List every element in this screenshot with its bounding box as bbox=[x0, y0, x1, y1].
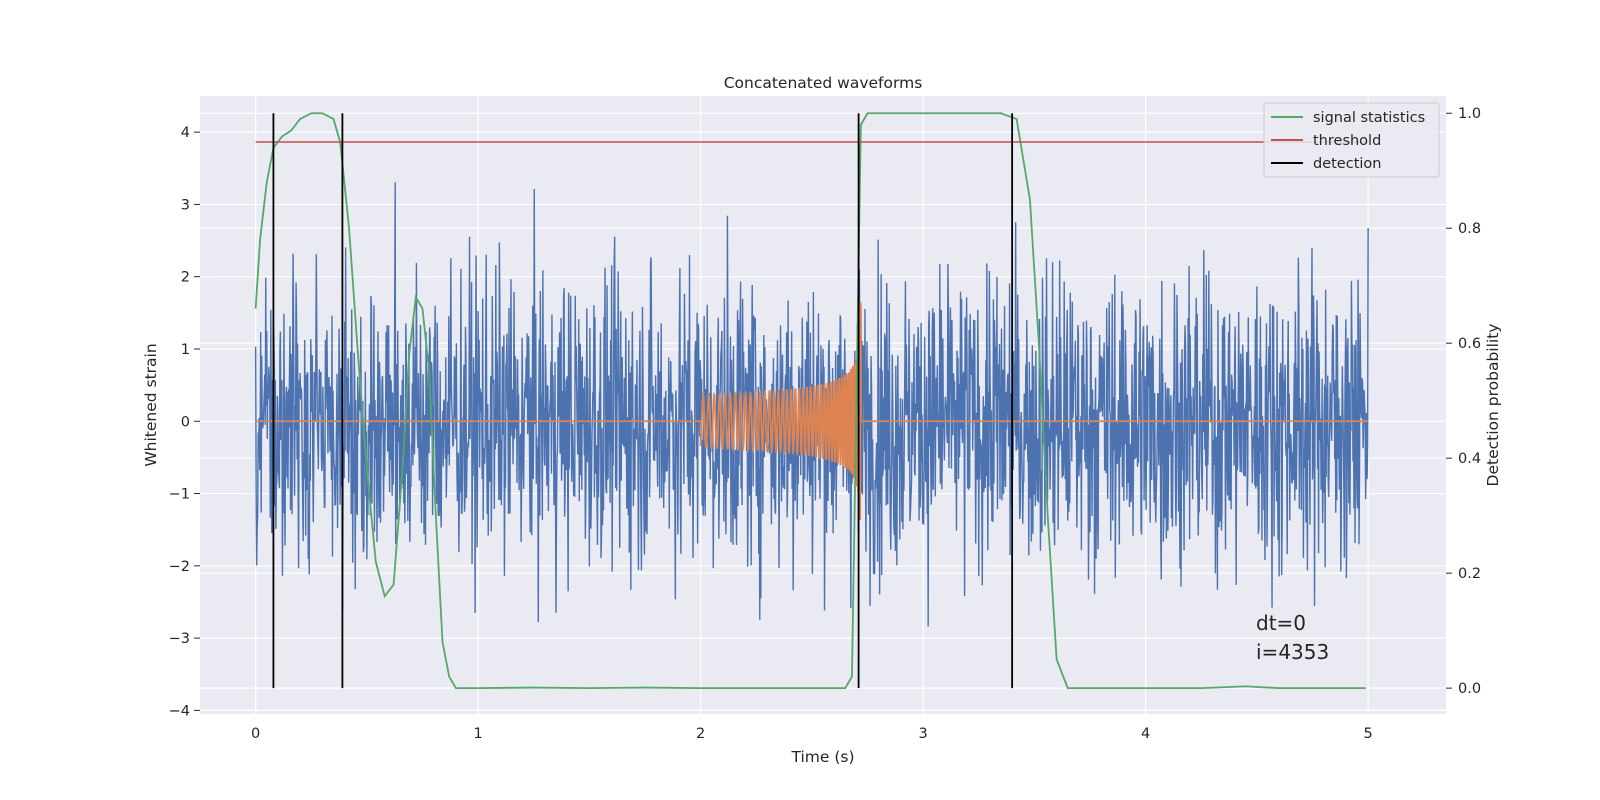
y-tick-label: 2 bbox=[181, 270, 190, 286]
chart-title: Concatenated waveforms bbox=[724, 74, 923, 92]
x-tick-label: 3 bbox=[919, 726, 928, 742]
y-tick-label: 3 bbox=[181, 197, 190, 213]
y-tick-label: 0 bbox=[181, 414, 190, 430]
y2-tick-label: 0.2 bbox=[1458, 566, 1481, 582]
legend: signal statistics threshold detection bbox=[1263, 102, 1440, 178]
x-axis-ticks: 0 1 2 3 4 5 bbox=[251, 726, 1373, 742]
y-tick-label: 4 bbox=[181, 125, 190, 141]
plot-area bbox=[254, 112, 1369, 690]
y2-tick-label: 0.4 bbox=[1458, 451, 1481, 467]
y2-axis-label: Detection probability bbox=[1484, 324, 1502, 487]
signal-statistics-line bbox=[254, 112, 1366, 690]
strain-line bbox=[254, 182, 1369, 627]
legend-frame bbox=[1263, 102, 1440, 178]
y-tick-label: −4 bbox=[169, 703, 190, 719]
annotation-dt: dt=0 bbox=[1256, 611, 1306, 635]
x-tick-label: 5 bbox=[1364, 726, 1373, 742]
y2-tick-label: 0.8 bbox=[1458, 221, 1481, 237]
y-tick-label: −3 bbox=[169, 631, 190, 647]
annotation-index: i=4353 bbox=[1256, 640, 1329, 664]
x-tick-label: 2 bbox=[696, 726, 705, 742]
legend-label-detection: detection bbox=[1313, 156, 1381, 172]
y-tick-label: −2 bbox=[169, 559, 190, 575]
y-axis-label: Whitened strain bbox=[142, 343, 160, 466]
y2-tick-label: 1.0 bbox=[1458, 106, 1481, 122]
y2-axis-ticks: 1.0 0.8 0.6 0.4 0.2 0.0 bbox=[1446, 106, 1481, 697]
legend-label-signal-statistics: signal statistics bbox=[1313, 110, 1425, 126]
x-axis-label: Time (s) bbox=[790, 748, 854, 766]
x-tick-label: 0 bbox=[251, 726, 260, 742]
y2-tick-label: 0.0 bbox=[1458, 681, 1481, 697]
y-tick-label: 1 bbox=[181, 342, 190, 358]
waveform-line bbox=[255, 301, 1369, 520]
y-axis-ticks: 4 3 2 1 0 −1 −2 −3 −4 bbox=[169, 125, 200, 719]
x-tick-label: 4 bbox=[1141, 726, 1150, 742]
y-tick-label: −1 bbox=[169, 487, 190, 503]
x-tick-label: 1 bbox=[474, 726, 483, 742]
legend-label-threshold: threshold bbox=[1313, 133, 1381, 149]
y2-tick-label: 0.6 bbox=[1458, 336, 1481, 352]
